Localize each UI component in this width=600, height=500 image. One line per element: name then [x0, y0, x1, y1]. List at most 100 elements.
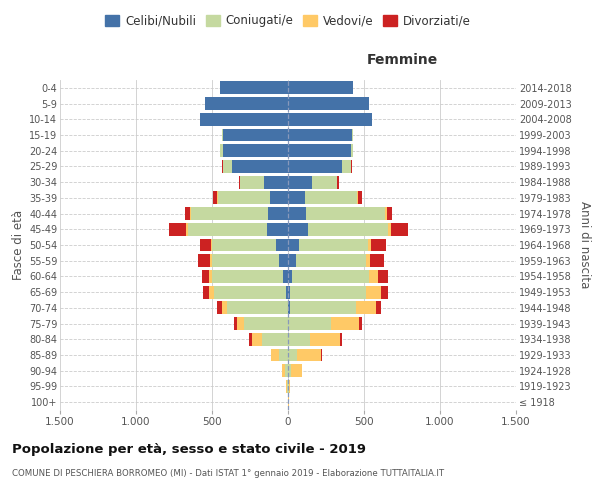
Bar: [223, 128, 288, 141]
Bar: [263, 176, 288, 188]
Bar: [205, 97, 288, 110]
Bar: [283, 270, 288, 283]
Bar: [191, 207, 268, 220]
Bar: [305, 192, 357, 204]
Bar: [237, 317, 244, 330]
Bar: [218, 192, 270, 204]
Bar: [287, 380, 288, 393]
Bar: [387, 207, 392, 220]
Bar: [199, 254, 211, 267]
Bar: [296, 254, 365, 267]
Bar: [356, 302, 376, 314]
Bar: [288, 302, 290, 314]
Bar: [220, 144, 223, 157]
Bar: [282, 364, 285, 377]
Bar: [190, 207, 191, 220]
Bar: [279, 348, 288, 362]
Bar: [223, 144, 288, 157]
Bar: [222, 160, 223, 173]
Bar: [340, 333, 342, 345]
Bar: [370, 270, 377, 283]
Bar: [212, 254, 279, 267]
Bar: [311, 176, 337, 188]
Bar: [285, 364, 288, 377]
Bar: [351, 160, 352, 173]
Bar: [288, 160, 342, 173]
Bar: [288, 396, 289, 408]
Bar: [288, 176, 311, 188]
Bar: [310, 333, 340, 345]
Bar: [251, 333, 262, 345]
Bar: [286, 380, 287, 393]
Bar: [217, 302, 222, 314]
Bar: [239, 176, 240, 188]
Bar: [209, 286, 214, 298]
Bar: [212, 238, 276, 252]
Bar: [292, 270, 370, 283]
Bar: [214, 286, 286, 298]
Text: Femmine: Femmine: [367, 53, 437, 67]
Bar: [291, 364, 302, 377]
Y-axis label: Fasce di età: Fasce di età: [11, 210, 25, 280]
Bar: [202, 270, 209, 283]
Bar: [288, 238, 299, 252]
Bar: [270, 192, 288, 204]
Bar: [288, 286, 290, 298]
Bar: [351, 144, 353, 157]
Bar: [288, 364, 291, 377]
Bar: [213, 192, 217, 204]
Bar: [306, 207, 385, 220]
Bar: [200, 113, 288, 126]
Bar: [297, 348, 322, 362]
Bar: [388, 223, 391, 235]
Bar: [331, 317, 359, 330]
Bar: [365, 254, 370, 267]
Bar: [376, 302, 381, 314]
Bar: [288, 207, 306, 220]
Bar: [288, 192, 305, 204]
Bar: [366, 286, 382, 298]
Bar: [370, 254, 384, 267]
Bar: [232, 160, 288, 173]
Bar: [203, 286, 209, 298]
Bar: [288, 333, 310, 345]
Bar: [288, 223, 308, 235]
Bar: [227, 302, 288, 314]
Bar: [288, 254, 296, 267]
Bar: [288, 128, 352, 141]
Bar: [337, 176, 339, 188]
Bar: [342, 160, 351, 173]
Bar: [288, 97, 368, 110]
Bar: [279, 254, 288, 267]
Bar: [288, 348, 297, 362]
Bar: [286, 286, 288, 298]
Bar: [209, 270, 212, 283]
Bar: [288, 82, 353, 94]
Bar: [271, 348, 279, 362]
Bar: [368, 238, 371, 252]
Bar: [212, 270, 283, 283]
Bar: [289, 380, 290, 393]
Bar: [382, 286, 388, 298]
Bar: [169, 223, 186, 235]
Y-axis label: Anni di nascita: Anni di nascita: [578, 202, 591, 288]
Bar: [268, 207, 288, 220]
Bar: [186, 223, 188, 235]
Legend: Celibi/Nubili, Coniugati/e, Vedovi/e, Divorziati/e: Celibi/Nubili, Coniugati/e, Vedovi/e, Di…: [101, 11, 475, 31]
Bar: [352, 128, 353, 141]
Bar: [290, 286, 366, 298]
Bar: [234, 317, 237, 330]
Bar: [308, 223, 388, 235]
Bar: [391, 223, 408, 235]
Bar: [385, 207, 387, 220]
Text: COMUNE DI PESCHIERA BORROMEO (MI) - Dati ISTAT 1° gennaio 2019 - Elaborazione TU: COMUNE DI PESCHIERA BORROMEO (MI) - Dati…: [12, 469, 444, 478]
Bar: [377, 270, 388, 283]
Bar: [217, 192, 218, 204]
Bar: [359, 317, 362, 330]
Bar: [357, 192, 358, 204]
Bar: [222, 128, 223, 141]
Bar: [188, 223, 267, 235]
Bar: [288, 144, 351, 157]
Bar: [262, 333, 288, 345]
Bar: [223, 160, 232, 173]
